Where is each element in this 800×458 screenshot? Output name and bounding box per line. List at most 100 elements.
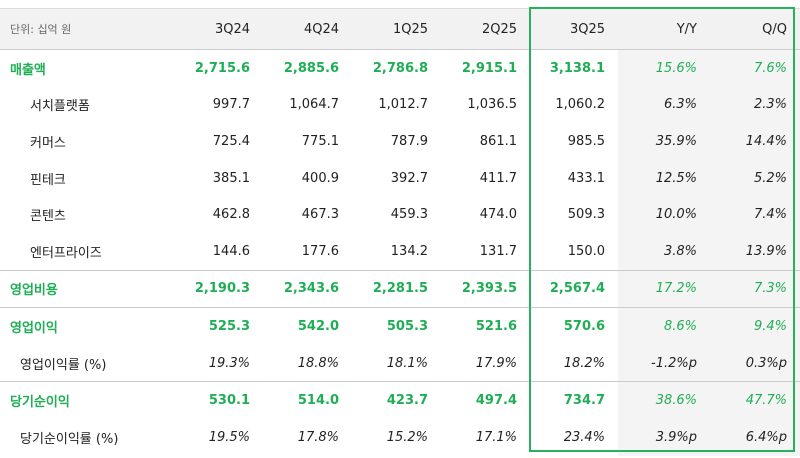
cell: 17.1% bbox=[475, 429, 517, 445]
cell: 521.6 bbox=[475, 318, 517, 334]
cell: -1.2%p bbox=[618, 344, 710, 383]
cell: 18.2% bbox=[530, 344, 618, 383]
cell: 17.2% bbox=[618, 270, 710, 309]
cell: 3,138.1 bbox=[549, 60, 605, 76]
cell: 1,012.7 bbox=[378, 97, 428, 113]
cell: 734.7 bbox=[563, 393, 605, 409]
cell: 2,393.5 bbox=[441, 270, 530, 309]
cell: 13.9% bbox=[710, 232, 800, 271]
cell: 8.6% bbox=[618, 307, 710, 345]
cell: 38.6% bbox=[618, 381, 710, 419]
column-header: 4Q24 bbox=[263, 8, 352, 50]
cell: 1,064.7 bbox=[289, 97, 339, 113]
cell: 18.1% bbox=[352, 344, 441, 383]
table-row: 핀테크 385.1 400.9 392.7 411.7 433.1 12.5% 5.2% bbox=[0, 159, 800, 197]
cell: 459.3 bbox=[390, 207, 428, 223]
cell: 423.7 bbox=[386, 393, 428, 409]
column-header: Q/Q bbox=[710, 8, 800, 50]
row-label: 당기순이익률 (%) bbox=[20, 431, 119, 447]
cell: 2,885.6 bbox=[283, 60, 339, 76]
cell: 2,281.5 bbox=[352, 270, 441, 309]
cell: 787.9 bbox=[390, 133, 428, 149]
cell: 462.8 bbox=[212, 207, 250, 223]
cell: 2,915.1 bbox=[461, 60, 517, 76]
column-header: 3Q25 bbox=[530, 8, 618, 50]
row-label: 영업비용 bbox=[0, 270, 178, 309]
cell: 514.0 bbox=[297, 393, 339, 409]
cell: 7.4% bbox=[710, 196, 800, 233]
table-row: 매출액 2,715.6 2,885.6 2,786.8 2,915.1 3,138.1 15… bbox=[0, 49, 800, 87]
cell: 12.5% bbox=[618, 159, 710, 197]
column-header: 2Q25 bbox=[441, 8, 530, 50]
cell: 411.7 bbox=[479, 170, 517, 186]
cell: 23.4% bbox=[563, 429, 605, 445]
cell: 775.1 bbox=[301, 133, 339, 149]
financial-table: 단위: 십억 원 3Q24 4Q24 1Q25 2Q25 3Q25 Y/Y Q/Q 매출액 2… bbox=[0, 8, 800, 456]
cell: 5.2% bbox=[710, 159, 800, 197]
cell: 570.6 bbox=[563, 318, 605, 334]
cell: 467.3 bbox=[301, 207, 339, 223]
row-label: 매출액 bbox=[10, 62, 46, 78]
row-label: 커머스 bbox=[30, 135, 66, 151]
cell: 2,786.8 bbox=[372, 60, 428, 76]
table-row: 당기순이익률 (%) 19.5% 17.8% 15.2% 17.1% 23.4% 3.9%p… bbox=[0, 418, 800, 456]
row-label: 영업이익 bbox=[10, 320, 58, 336]
cell: 0.3%p bbox=[710, 344, 800, 383]
table-row: 서치플랫폼 997.7 1,064.7 1,012.7 1,036.5 1,060.2 6.… bbox=[0, 86, 800, 124]
cell: 19.3% bbox=[178, 344, 263, 383]
cell: 17.8% bbox=[297, 429, 339, 445]
table-body: 매출액 2,715.6 2,885.6 2,786.8 2,915.1 3,138.1 15… bbox=[0, 49, 800, 456]
cell: 505.3 bbox=[386, 318, 428, 334]
cell: 530.1 bbox=[208, 393, 250, 409]
column-header: 3Q24 bbox=[178, 8, 263, 50]
cell: 2,715.6 bbox=[194, 60, 250, 76]
column-header: 1Q25 bbox=[352, 8, 441, 50]
cell: 17.9% bbox=[441, 344, 530, 383]
cell: 2,567.4 bbox=[530, 270, 618, 309]
cell: 392.7 bbox=[390, 170, 428, 186]
cell: 177.6 bbox=[263, 232, 352, 271]
cell: 35.9% bbox=[618, 123, 710, 160]
table-row: 커머스 725.4 775.1 787.9 861.1 985.5 35.9% 14.4% bbox=[0, 123, 800, 160]
cell: 19.5% bbox=[208, 429, 250, 445]
row-label: 영업이익률 (%) bbox=[0, 344, 178, 383]
row-label: 당기순이익 bbox=[10, 395, 70, 411]
header-row: 단위: 십억 원 3Q24 4Q24 1Q25 2Q25 3Q25 Y/Y Q/Q bbox=[0, 8, 800, 50]
cell: 15.6% bbox=[618, 49, 710, 87]
table-row: 영업비용 2,190.3 2,343.6 2,281.5 2,393.5 2,567.4 1… bbox=[0, 270, 800, 309]
cell: 144.6 bbox=[178, 232, 263, 271]
cell: 433.1 bbox=[567, 170, 605, 186]
cell: 6.3% bbox=[618, 86, 710, 124]
table-row: 영업이익 525.3 542.0 505.3 521.6 570.6 8.6% 9.4% bbox=[0, 307, 800, 345]
cell: 725.4 bbox=[212, 133, 250, 149]
cell: 2,190.3 bbox=[178, 270, 263, 309]
cell: 474.0 bbox=[479, 207, 517, 223]
cell: 18.8% bbox=[263, 344, 352, 383]
cell: 525.3 bbox=[208, 318, 250, 334]
column-header: Y/Y bbox=[618, 8, 710, 50]
cell: 134.2 bbox=[352, 232, 441, 271]
cell: 15.2% bbox=[386, 429, 428, 445]
cell: 1,036.5 bbox=[467, 97, 517, 113]
cell: 7.6% bbox=[710, 49, 800, 87]
cell: 7.3% bbox=[710, 270, 800, 309]
cell: 542.0 bbox=[297, 318, 339, 334]
row-label: 엔터프라이즈 bbox=[0, 232, 178, 271]
cell: 9.4% bbox=[710, 307, 800, 345]
table-row: 콘텐츠 462.8 467.3 459.3 474.0 509.3 10.0% 7.4% bbox=[0, 196, 800, 233]
cell: 3.8% bbox=[618, 232, 710, 271]
cell: 861.1 bbox=[479, 133, 517, 149]
cell: 985.5 bbox=[567, 133, 605, 149]
cell: 509.3 bbox=[567, 207, 605, 223]
cell: 997.7 bbox=[212, 97, 250, 113]
row-label: 콘텐츠 bbox=[30, 209, 66, 225]
cell: 385.1 bbox=[212, 170, 250, 186]
table-row: 영업이익률 (%) 19.3% 18.8% 18.1% 17.9% 18.2% -1.2%p… bbox=[0, 344, 800, 383]
cell: 2,343.6 bbox=[263, 270, 352, 309]
row-label: 핀테크 bbox=[30, 172, 66, 188]
table-row: 당기순이익 530.1 514.0 423.7 497.4 734.7 38.6% 47.7% bbox=[0, 381, 800, 419]
unit-label: 단위: 십억 원 bbox=[0, 8, 178, 50]
table-row: 엔터프라이즈 144.6 177.6 134.2 131.7 150.0 3.8% 13.9% bbox=[0, 232, 800, 271]
cell: 47.7% bbox=[710, 381, 800, 419]
